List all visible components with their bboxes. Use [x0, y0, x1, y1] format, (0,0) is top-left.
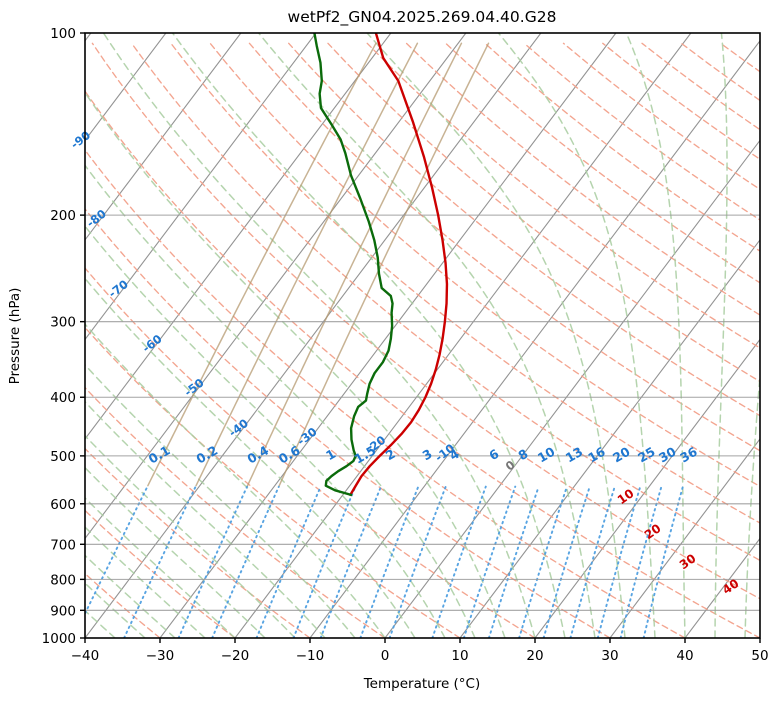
moist-adiabat-line	[744, 366, 760, 638]
mixing-ratio-line	[123, 485, 197, 638]
moist-adiabat-line	[85, 91, 506, 638]
isotherm-line	[309, 39, 760, 638]
mixing-ratio-line	[431, 485, 487, 638]
dry-adiabat-line	[85, 572, 161, 638]
mixing-ratio-line-aloft	[195, 42, 419, 487]
mixing-ratio-line	[487, 485, 540, 638]
x-tick-label: 20	[526, 648, 543, 664]
mixing-ratio-line	[85, 485, 149, 616]
dry-adiabat-line	[85, 267, 536, 638]
mixing-ratio-line	[619, 485, 663, 638]
mixing-ratio-line	[542, 485, 591, 638]
plot-background	[85, 33, 760, 638]
x-tick-label: −10	[296, 648, 325, 664]
moist-adiabat-line	[85, 434, 296, 638]
moist-adiabat-line	[85, 277, 416, 638]
isotherm-line	[609, 438, 760, 638]
dry-adiabat-line	[327, 42, 760, 383]
y-tick-label: 1000	[42, 631, 76, 647]
dry-adiabat-line	[405, 42, 760, 316]
y-tick-label: 400	[50, 390, 76, 406]
plot-area: -90-80-70-60-50-40 -30 -20 -1000.1 0.2 0.4 0.6…	[42, 26, 769, 664]
mixing-ratio-line	[255, 485, 322, 638]
moist-adiabat-line	[85, 466, 266, 638]
y-tick-label: 100	[50, 26, 76, 42]
x-tick-label: 30	[601, 648, 618, 664]
mixing-ratio-line	[319, 485, 382, 638]
dry-adiabat-line	[85, 386, 386, 638]
moist-adiabat-line	[497, 33, 656, 638]
dry-adiabat-line	[85, 326, 461, 638]
plot-frame	[84, 32, 761, 639]
x-tick-label: 0	[381, 648, 390, 664]
x-tick-label: −20	[221, 648, 250, 664]
x-tick-label: −40	[71, 648, 100, 664]
dry-adiabat-line	[445, 42, 760, 284]
isotherm-line	[85, 33, 467, 540]
moist-adiabat-line	[102, 33, 536, 638]
dry-adiabat-line	[85, 207, 611, 638]
dry-adiabat-line	[91, 42, 760, 600]
x-tick-label: −30	[146, 648, 175, 664]
plot-lines	[85, 33, 760, 638]
mixing-ratio-line	[569, 485, 616, 638]
sounding-dewpoint-curve	[313, 33, 394, 497]
isotherm-line	[234, 33, 692, 638]
isotherm-line	[85, 33, 167, 142]
isotherm-line	[459, 238, 760, 638]
moist-adiabat-line	[85, 554, 176, 638]
moist-adiabat-line	[85, 323, 386, 638]
moist-adiabat-line	[85, 363, 356, 638]
dry-adiabat-line	[85, 90, 760, 638]
mixing-ratio-line	[359, 485, 420, 638]
sounding-temperature-curve	[349, 33, 449, 497]
dry-adiabat-line	[170, 42, 760, 524]
mixing-ratio-line	[596, 485, 642, 638]
moist-adiabat-line	[714, 33, 728, 638]
y-tick-label: 600	[50, 497, 76, 513]
moist-adiabat-line	[366, 33, 626, 638]
y-tick-label: 700	[50, 537, 76, 553]
moist-adiabat-line	[85, 526, 206, 638]
isotherm-line	[85, 33, 242, 241]
mixing-ratio-line-aloft	[278, 42, 490, 487]
moist-adiabat-line	[85, 582, 146, 638]
isotherm-line	[159, 33, 617, 638]
x-tick-label: 10	[451, 648, 468, 664]
moist-adiabat-line	[85, 225, 446, 638]
mixing-ratio-line	[388, 485, 447, 638]
moist-adiabat-line	[171, 33, 566, 638]
mixing-ratio-line	[518, 485, 568, 638]
x-axis-label: Temperature (°C)	[363, 676, 481, 692]
mixing-ratio-line	[292, 485, 357, 638]
y-tick-label: 200	[50, 208, 76, 224]
y-tick-label: 800	[50, 572, 76, 588]
moist-adiabat-line	[85, 164, 476, 638]
isotherm-line	[85, 33, 392, 440]
isotherm-line	[534, 338, 760, 638]
mixing-ratio-line	[642, 485, 684, 638]
chart-title: wetPf2_GN04.2025.269.04.40.G28	[288, 8, 557, 27]
mixing-ratio-line	[177, 485, 249, 638]
x-tick-label: 50	[751, 648, 768, 664]
isotherm-line	[85, 33, 542, 638]
y-tick-label: 500	[50, 449, 76, 465]
y-tick-label: 900	[50, 603, 76, 619]
mixing-ratio-line	[462, 485, 517, 638]
dry-adiabat-line	[248, 42, 760, 452]
dry-adiabat-line	[85, 148, 686, 638]
y-axis-label: Pressure (hPa)	[7, 288, 23, 385]
moist-adiabat-line	[625, 33, 686, 638]
x-tick-label: 40	[676, 648, 693, 664]
moist-adiabat-line	[257, 33, 596, 638]
mixing-ratio-line-aloft	[147, 42, 377, 487]
y-tick-label: 300	[50, 315, 76, 331]
isotherm-line	[85, 33, 317, 341]
dry-adiabat-line	[288, 42, 760, 417]
moist-adiabat-line	[85, 496, 236, 638]
mixing-ratio-line	[211, 485, 280, 638]
mixing-ratio-line-aloft	[246, 42, 463, 487]
